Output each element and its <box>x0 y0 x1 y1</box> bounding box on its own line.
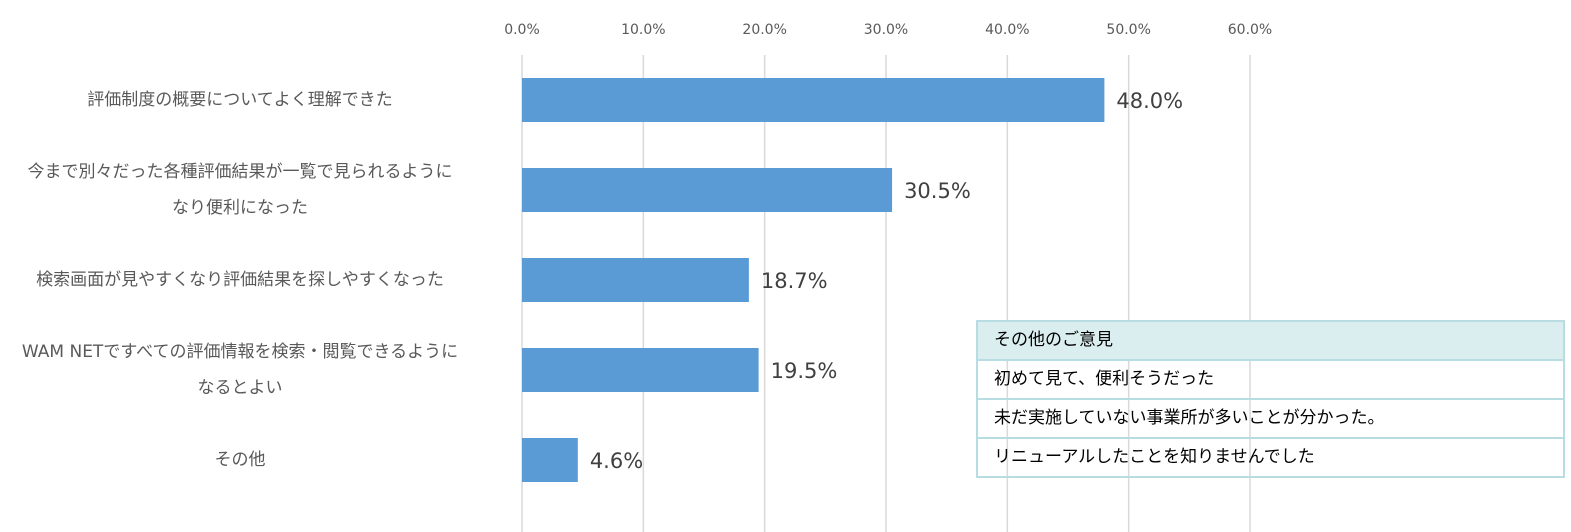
bar <box>522 78 1105 122</box>
x-tick-label: 0.0% <box>504 22 540 38</box>
category-label: 検索画面が見やすくなり評価結果を探しやすくなった <box>36 270 444 290</box>
category-label: 今まで別々だった各種評価結果が一覧で見られるように なり便利になった <box>27 162 453 218</box>
data-label: 19.5% <box>771 359 838 383</box>
data-label: 18.7% <box>761 269 828 293</box>
data-label: 48.0% <box>1116 89 1183 113</box>
bar <box>522 168 893 212</box>
table-row: 未だ実施していない事業所が多いことが分かった。 <box>978 398 1563 437</box>
bar <box>522 258 749 302</box>
category-label: その他 <box>214 450 266 470</box>
bar <box>522 348 759 392</box>
x-tick-label: 30.0% <box>864 22 908 38</box>
comment-table: その他のご意見 初めて見て、便利そうだった 未だ実施していない事業所が多いことが分… <box>976 320 1565 478</box>
category-label: WAM NETですべての評価情報を検索・閲覧できるように なるとよい <box>21 342 459 398</box>
data-label: 4.6% <box>590 449 643 473</box>
bar <box>522 438 578 482</box>
x-tick-label: 20.0% <box>742 22 786 38</box>
table-row: 初めて見て、便利そうだった <box>978 359 1563 398</box>
table-title: その他のご意見 <box>978 322 1563 359</box>
x-tick-label: 10.0% <box>621 22 665 38</box>
x-tick-label: 40.0% <box>985 22 1029 38</box>
data-label: 30.5% <box>904 179 971 203</box>
table-row: リニューアルしたことを知りませんでした <box>978 437 1563 476</box>
x-tick-label: 50.0% <box>1106 22 1150 38</box>
x-tick-label: 60.0% <box>1228 22 1272 38</box>
category-label: 評価制度の概要についてよく理解できた <box>87 90 393 110</box>
